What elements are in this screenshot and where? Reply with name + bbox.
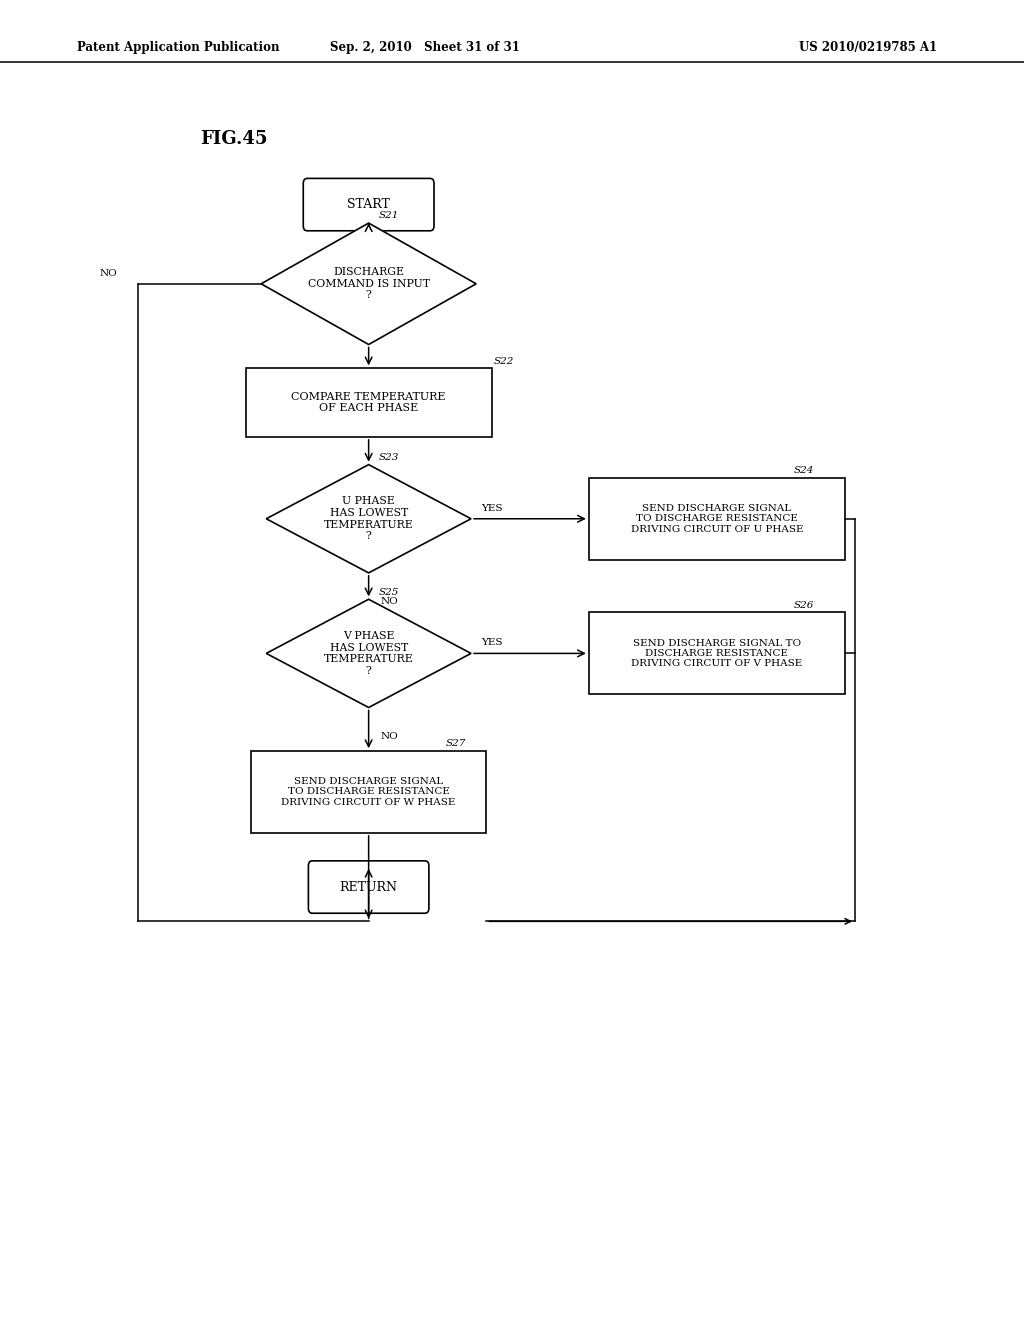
FancyBboxPatch shape — [308, 861, 429, 913]
Polygon shape — [266, 465, 471, 573]
Text: V PHASE
HAS LOWEST
TEMPERATURE
?: V PHASE HAS LOWEST TEMPERATURE ? — [324, 631, 414, 676]
Text: Sep. 2, 2010   Sheet 31 of 31: Sep. 2, 2010 Sheet 31 of 31 — [330, 41, 520, 54]
Text: RETURN: RETURN — [340, 880, 397, 894]
Text: S26: S26 — [794, 601, 814, 610]
Text: S21: S21 — [379, 211, 399, 220]
Text: SEND DISCHARGE SIGNAL TO
DISCHARGE RESISTANCE
DRIVING CIRCUIT OF V PHASE: SEND DISCHARGE SIGNAL TO DISCHARGE RESIS… — [631, 639, 803, 668]
Polygon shape — [261, 223, 476, 345]
Text: SEND DISCHARGE SIGNAL
TO DISCHARGE RESISTANCE
DRIVING CIRCUIT OF W PHASE: SEND DISCHARGE SIGNAL TO DISCHARGE RESIS… — [282, 777, 456, 807]
Text: START: START — [347, 198, 390, 211]
Text: DISCHARGE
COMMAND IS INPUT
?: DISCHARGE COMMAND IS INPUT ? — [307, 267, 430, 301]
Polygon shape — [266, 599, 471, 708]
Bar — [589, 612, 845, 694]
Text: S25: S25 — [379, 587, 399, 597]
Text: YES: YES — [481, 504, 503, 512]
Bar — [246, 368, 492, 437]
Bar — [589, 478, 845, 560]
Text: S23: S23 — [379, 453, 399, 462]
Text: S24: S24 — [794, 466, 814, 475]
Text: U PHASE
HAS LOWEST
TEMPERATURE
?: U PHASE HAS LOWEST TEMPERATURE ? — [324, 496, 414, 541]
Text: YES: YES — [481, 639, 503, 647]
Text: Patent Application Publication: Patent Application Publication — [77, 41, 280, 54]
Text: S22: S22 — [494, 356, 514, 366]
Text: YES: YES — [381, 374, 402, 381]
Bar — [251, 751, 486, 833]
Text: NO: NO — [381, 733, 398, 741]
Text: NO: NO — [100, 269, 118, 277]
Text: NO: NO — [381, 598, 398, 606]
Text: FIG.45: FIG.45 — [200, 129, 267, 148]
Text: SEND DISCHARGE SIGNAL
TO DISCHARGE RESISTANCE
DRIVING CIRCUIT OF U PHASE: SEND DISCHARGE SIGNAL TO DISCHARGE RESIS… — [631, 504, 803, 533]
Text: COMPARE TEMPERATURE
OF EACH PHASE: COMPARE TEMPERATURE OF EACH PHASE — [292, 392, 445, 413]
Text: S27: S27 — [445, 739, 466, 748]
FancyBboxPatch shape — [303, 178, 434, 231]
Text: US 2010/0219785 A1: US 2010/0219785 A1 — [799, 41, 937, 54]
